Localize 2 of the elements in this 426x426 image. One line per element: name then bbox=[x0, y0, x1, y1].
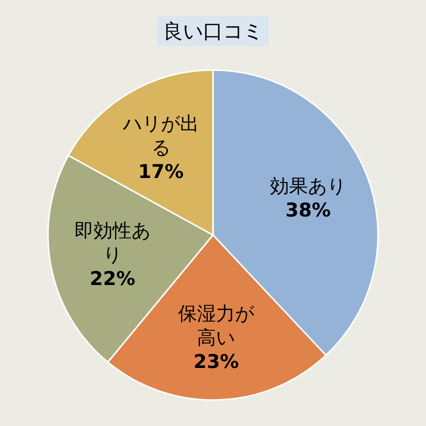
title: 良い口コミ bbox=[157, 16, 269, 46]
chart-title: 良い口コミ bbox=[163, 19, 263, 43]
